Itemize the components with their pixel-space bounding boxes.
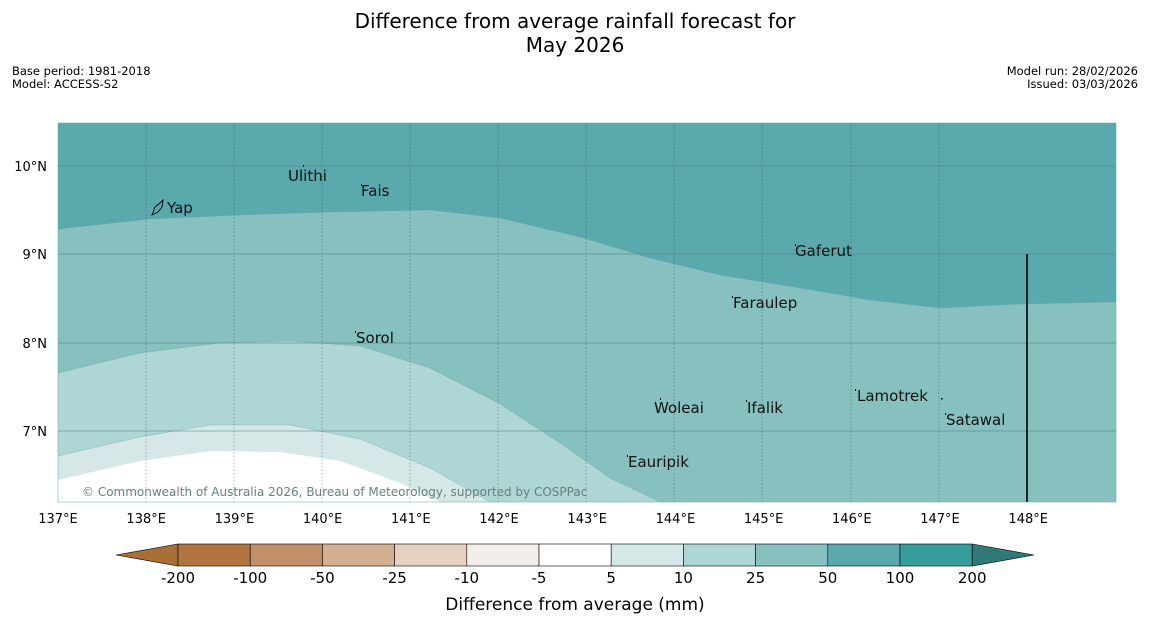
x-tick-label: 143°E [567,512,607,527]
colorbar-bin [827,543,901,567]
colorbar-extend-high [971,543,1035,567]
colorbar [115,543,1035,567]
x-tick-label: 142°E [479,512,519,527]
colorbar-tick-label: -200 [161,569,195,587]
chart-title: Difference from average rainfall forecas… [0,9,1150,57]
place-label: Sorol [356,329,394,347]
x-tick-label: 146°E [832,512,872,527]
colorbar-bin [899,543,973,567]
x-tick-label: 137°E [38,512,78,527]
place-label: Ulithi [288,167,327,185]
place-label: Gaferut [795,242,852,260]
place-label: Yap [166,199,193,217]
colorbar-bin [249,543,323,567]
x-tick-label: 141°E [391,512,431,527]
x-tick-label: 145°E [744,512,784,527]
x-tick-label: 140°E [303,512,343,527]
yap-island-icon [151,198,164,216]
x-tick-label: 138°E [126,512,166,527]
colorbar-tick-label: -100 [233,569,267,587]
place-label: Ifalik [747,399,783,417]
colorbar-tick-label: -25 [382,569,407,587]
longitude-tick-labels: 137°E 138°E 139°E 140°E 141°E 142°E 143°E 144°E… [38,512,1048,527]
colorbar-bin [610,543,684,567]
colorbar-label: Difference from average (mm) [445,595,704,615]
latitude-lines [58,165,1116,432]
colorbar-tick-label: 25 [746,569,765,587]
meta-right: Model run: 28/02/2026 Issued: 03/03/2026 [1007,65,1138,91]
y-tick-label: 9°N [23,248,48,263]
colorbar-tick-label: 200 [958,569,987,587]
colorbar-tick-label: 50 [818,569,837,587]
meta-left: Base period: 1981-2018 Model: ACCESS-S2 [12,65,151,91]
copyright-text: © Commonwealth of Australia 2026, Bureau… [82,485,587,499]
place-label: Lamotrek [857,387,928,405]
x-tick-label: 148°E [1008,512,1048,527]
place-label: Eauripik [628,453,689,471]
map-frame [57,122,1117,503]
title-line-1: Difference from average rainfall forecas… [354,9,796,33]
colorbar-tick-label: -5 [532,569,547,587]
base-period: Base period: 1981-2018 [12,64,151,78]
colorbar-tick-labels: -200 -100 -50 -25 -10 -5 5 10 25 50 100 200 [161,569,987,587]
colorbar-bin [683,543,756,567]
colorbar-tick-label: 10 [674,569,693,587]
colorbar-bin [466,543,540,567]
island-dots [303,165,946,457]
model-run: Model run: 28/02/2026 [1006,64,1138,78]
y-tick-label: 8°N [23,337,48,352]
y-tick-label: 10°N [14,160,47,175]
colorbar-tick-label: 5 [606,569,616,587]
colorbar-tick-label: -10 [455,569,480,587]
colorbar-tick-label: -50 [310,569,335,587]
title-line-2: May 2026 [525,33,625,57]
latitude-tick-labels: 10°N 9°N 8°N 7°N [14,160,47,440]
place-labels: Ulithi Fais Yap Gaferut Faraulep Sorol Lamotre… [166,167,1005,471]
colorbar-bin [394,543,468,567]
colorbar-tick-label: 100 [886,569,915,587]
model-name: Model: ACCESS-S2 [12,77,119,91]
place-label: Woleai [654,399,704,417]
band-neutral [58,451,440,502]
place-label: Fais [361,182,390,200]
x-tick-label: 144°E [656,512,696,527]
issued-date: Issued: 03/03/2026 [1027,77,1138,91]
rainfall-contours [58,123,1116,502]
colorbar-bin [755,543,829,567]
colorbar-bin [538,543,612,567]
gridlines [145,123,940,502]
colorbar-bin [322,543,395,567]
x-tick-label: 147°E [920,512,960,527]
y-tick-label: 7°N [23,425,48,440]
colorbar-extend-low [115,543,179,567]
x-tick-label: 139°E [215,512,255,527]
place-label: Faraulep [733,294,797,312]
place-label: Satawal [946,411,1005,429]
colorbar-bin [177,543,251,567]
